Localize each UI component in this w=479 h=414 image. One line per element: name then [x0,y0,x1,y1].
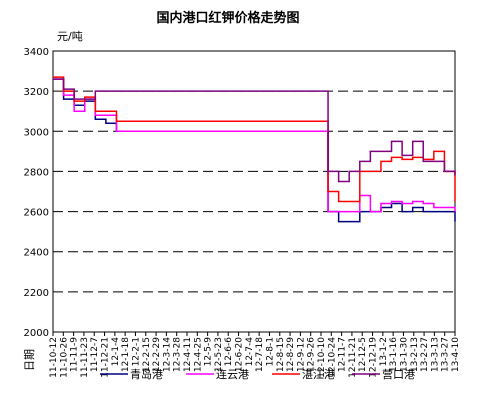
y-tick-label: 3200 [24,87,49,98]
series-line-2 [53,78,456,213]
series-line-4 [53,78,456,183]
x-tick-label: 12-2-1 [131,337,141,366]
x-tick-label: 12-11-21 [348,337,358,378]
x-tick-label: 13-4-10 [451,337,461,372]
x-tick-label: 11-12-7 [90,337,100,372]
x-tick-label: 12-1-4 [111,337,121,367]
legend-label: 青岛港 [130,367,163,381]
x-tick-label: 11-11-23 [80,337,90,378]
x-tick-label: 12-1-18 [121,337,131,372]
x-tick-label: 12-2-15 [142,337,152,372]
x-tick-label: 12-4-25 [193,337,203,372]
x-tick-label: 12-7-4 [245,337,255,367]
x-tick-label: 13-2-13 [410,337,420,372]
series-line-3 [53,76,456,203]
y-tick-label: 3400 [24,47,49,58]
y-tick-label: 2200 [24,288,49,299]
plot-frame [52,50,456,333]
x-axis-label: 日期 [23,349,36,371]
x-tick-label: 12-5-9 [204,337,214,367]
x-tick-label: 12-11-7 [338,337,348,372]
legend-label: 湛江港 [302,368,335,381]
x-tick-label: 12-12-5 [358,337,368,372]
y-tick-label: 2600 [24,208,49,219]
axes [52,50,456,333]
x-tick-label: 12-8-1 [265,337,275,366]
x-tick-label: 12-9-12 [296,337,306,372]
y-tick-label: 3000 [24,127,49,138]
legend-label: 连云港 [216,368,249,381]
x-axis-ticks: 11-10-12 11-10-26 11-11-9 11-11-23 11-12-7 11… [49,332,461,378]
x-tick-label: 12-12-19 [369,337,379,378]
gridlines [53,50,455,293]
x-tick-label: 12-7-18 [255,337,265,372]
x-tick-label: 12-2-29 [152,337,162,372]
x-tick-label: 13-1-2 [379,337,389,366]
x-tick-label: 12-9-26 [307,337,317,372]
legend-label: 营口港 [382,367,415,381]
y-axis-ticks: 2000 2200 2400 2600 2800 3000 3200 3400 [24,47,49,339]
series-lines [53,76,456,223]
y-tick-label: 2800 [24,167,49,178]
x-tick-label: 12-4-11 [183,337,193,372]
x-tick-label: 13-3-13 [430,337,440,372]
x-tick-label: 12-10-10 [317,337,327,378]
legend: 青岛港 连云港 湛江港 营口港 [100,367,415,381]
x-tick-label: 12-8-29 [286,337,296,372]
x-tick-label: 12-10-24 [327,337,337,378]
x-tick-label: 13-2-27 [420,337,430,372]
series-line-1 [53,78,456,223]
y-axis-unit-label: 元/吨 [57,30,83,43]
x-tick-label: 12-5-23 [214,337,224,372]
y-tick-label: 2400 [24,248,49,259]
x-tick-label: 12-8-15 [276,337,286,372]
x-tick-label: 11-10-12 [49,337,59,378]
x-tick-label: 12-3-14 [162,337,172,372]
x-tick-label: 13-3-27 [441,337,451,372]
x-tick-label: 11-10-26 [59,337,69,378]
x-tick-label: 12-3-28 [173,337,183,372]
x-tick-label: 11-12-21 [101,337,111,378]
x-tick-label: 13-1-30 [399,337,409,372]
chart-title: 国内港口红钾价格走势图 [156,10,299,26]
x-tick-label: 12-6-20 [235,337,245,372]
x-tick-label: 11-11-9 [70,337,80,372]
y-tick-label: 2000 [24,328,49,339]
x-tick-label: 13-1-16 [389,337,399,372]
x-tick-label: 12-6-6 [224,337,234,367]
